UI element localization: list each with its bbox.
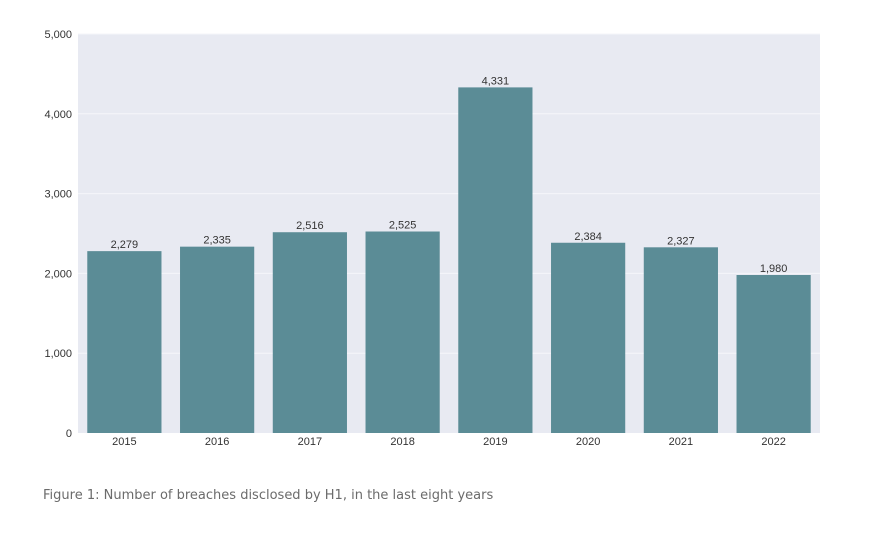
- y-axis-ticks: 0 1,000 2,000 3,000 4,000 5,000: [44, 29, 72, 440]
- bars: [87, 87, 811, 433]
- bar-2018: [365, 231, 440, 433]
- x-tick-label-2016: 2016: [205, 436, 229, 448]
- data-label-2022: 1,980: [760, 263, 788, 275]
- x-tick-label-2018: 2018: [390, 436, 414, 448]
- data-label-2017: 2,516: [296, 220, 324, 232]
- y-tick-label: 0: [66, 428, 72, 440]
- data-label-2021: 2,327: [667, 235, 695, 247]
- y-tick-label: 2,000: [44, 268, 72, 280]
- bar-2020: [551, 242, 626, 433]
- figure-caption: Figure 1: Number of breaches disclosed b…: [43, 488, 494, 503]
- bar-2017: [272, 232, 347, 433]
- data-label-2016: 2,335: [203, 235, 231, 247]
- y-tick-label: 4,000: [44, 109, 72, 121]
- data-labels: 2,279 2,335 2,516 2,525 4,331 2,384 2,327 1,980: [111, 75, 788, 275]
- x-tick-label-2015: 2015: [112, 436, 136, 448]
- y-tick-label: 3,000: [44, 189, 72, 201]
- bar-2015: [87, 251, 162, 433]
- bar-chart: 2,279 2,335 2,516 2,525 4,331 2,384 2,327 1,980…: [44, 29, 820, 448]
- bar-2016: [180, 246, 255, 433]
- x-tick-label-2021: 2021: [669, 436, 693, 448]
- y-tick-label: 5,000: [44, 29, 72, 41]
- x-tick-label-2022: 2022: [761, 436, 785, 448]
- x-axis-ticks: 2015 2016 2017 2018 2019 2020 2021 2022: [112, 436, 786, 448]
- x-tick-label-2019: 2019: [483, 436, 507, 448]
- bar-2019: [458, 87, 533, 433]
- x-tick-label-2020: 2020: [576, 436, 600, 448]
- bar-2021: [643, 247, 718, 433]
- bar-2022: [736, 274, 811, 433]
- data-label-2020: 2,384: [574, 231, 602, 243]
- data-label-2019: 4,331: [482, 75, 510, 87]
- y-tick-label: 1,000: [44, 348, 72, 360]
- data-label-2015: 2,279: [111, 239, 139, 251]
- x-tick-label-2017: 2017: [298, 436, 322, 448]
- data-label-2018: 2,525: [389, 220, 417, 232]
